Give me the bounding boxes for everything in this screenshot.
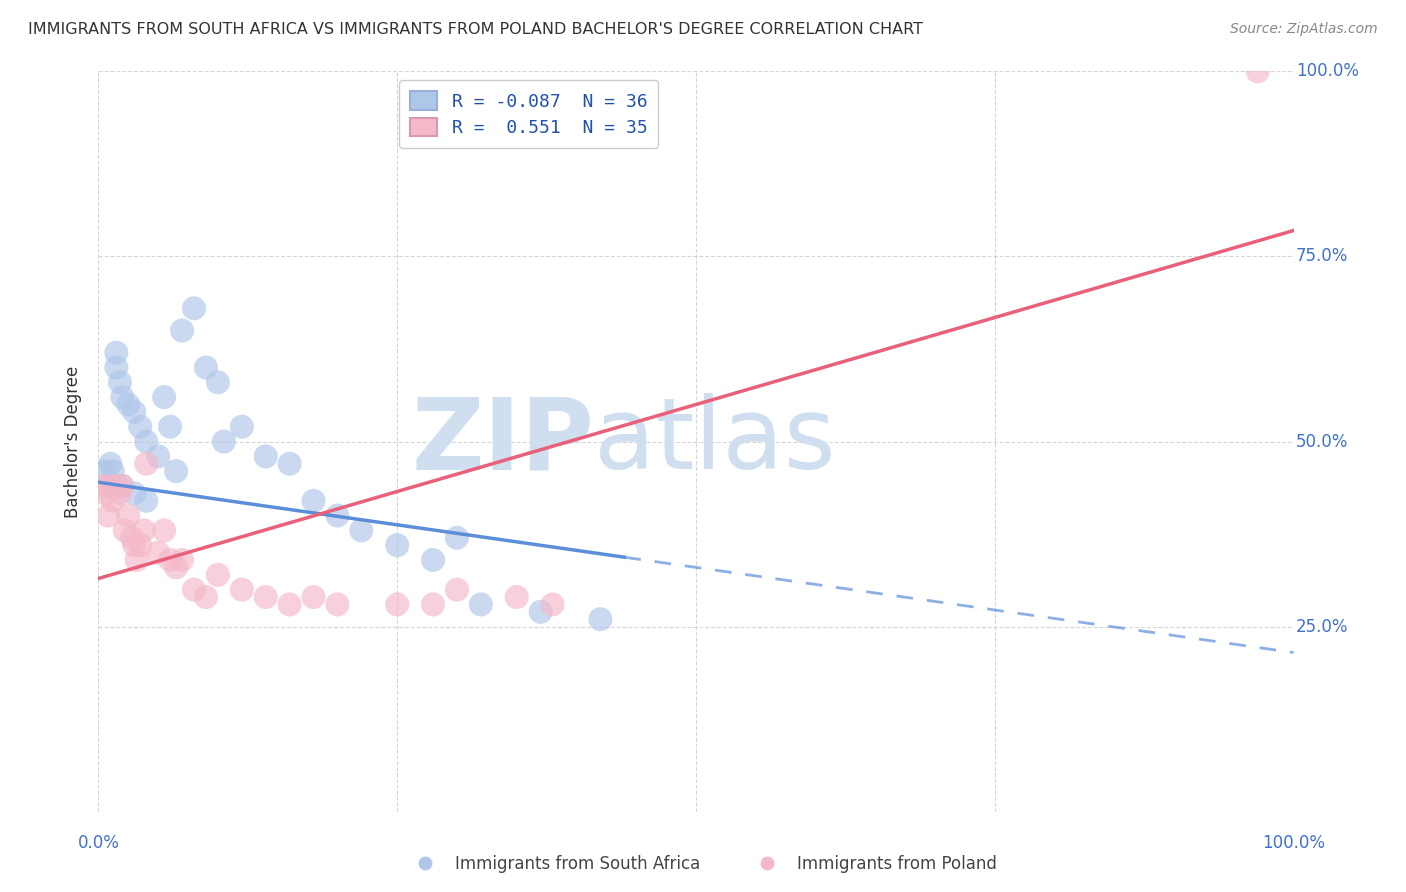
Point bbox=[135, 457, 157, 471]
Point bbox=[124, 538, 146, 552]
Text: 75.0%: 75.0% bbox=[1296, 247, 1348, 266]
Point bbox=[212, 434, 235, 449]
Text: 50.0%: 50.0% bbox=[1296, 433, 1348, 450]
Point bbox=[93, 464, 115, 478]
Point bbox=[111, 479, 134, 493]
Point bbox=[254, 590, 277, 604]
Point bbox=[117, 398, 139, 412]
Point bbox=[1247, 64, 1270, 78]
Point bbox=[541, 598, 564, 612]
Point bbox=[148, 450, 170, 464]
Point bbox=[94, 486, 117, 500]
Point bbox=[111, 390, 134, 404]
Point bbox=[111, 479, 134, 493]
Point bbox=[302, 493, 325, 508]
Point bbox=[132, 524, 155, 538]
Point bbox=[278, 598, 301, 612]
Point bbox=[159, 553, 181, 567]
Point bbox=[148, 546, 170, 560]
Text: 100.0%: 100.0% bbox=[1296, 62, 1360, 80]
Point bbox=[254, 450, 277, 464]
Point bbox=[385, 598, 409, 612]
Point bbox=[422, 598, 444, 612]
Point bbox=[121, 531, 143, 545]
Point bbox=[153, 524, 176, 538]
Point bbox=[97, 479, 120, 493]
Point bbox=[195, 590, 218, 604]
Point bbox=[470, 598, 492, 612]
Point bbox=[153, 390, 176, 404]
Point bbox=[278, 457, 301, 471]
Point bbox=[129, 538, 152, 552]
Point bbox=[207, 376, 229, 390]
Point bbox=[97, 508, 120, 523]
Point bbox=[101, 464, 124, 478]
Text: 25.0%: 25.0% bbox=[1296, 617, 1348, 636]
Point bbox=[124, 405, 146, 419]
Point bbox=[231, 582, 253, 597]
Point bbox=[125, 553, 148, 567]
Point bbox=[129, 419, 152, 434]
Point bbox=[135, 434, 157, 449]
Point bbox=[165, 560, 187, 574]
Point bbox=[195, 360, 218, 375]
Text: ZIP: ZIP bbox=[412, 393, 595, 490]
Text: atlas: atlas bbox=[595, 393, 837, 490]
Point bbox=[231, 419, 253, 434]
Point bbox=[446, 582, 468, 597]
Point bbox=[91, 479, 114, 493]
Point bbox=[302, 590, 325, 604]
Y-axis label: Bachelor's Degree: Bachelor's Degree bbox=[65, 366, 83, 517]
Point bbox=[114, 524, 136, 538]
Point bbox=[98, 479, 122, 493]
Point bbox=[124, 486, 146, 500]
Legend: Immigrants from South Africa, Immigrants from Poland: Immigrants from South Africa, Immigrants… bbox=[402, 848, 1004, 880]
Point bbox=[172, 324, 194, 338]
Point bbox=[105, 345, 128, 359]
Point bbox=[159, 419, 181, 434]
Point bbox=[506, 590, 529, 604]
Point bbox=[207, 567, 229, 582]
Point bbox=[101, 493, 124, 508]
Point bbox=[326, 598, 349, 612]
Point bbox=[183, 582, 205, 597]
Point bbox=[98, 457, 122, 471]
Point bbox=[105, 360, 128, 375]
Point bbox=[183, 301, 205, 316]
Point bbox=[172, 553, 194, 567]
Point bbox=[530, 605, 553, 619]
Point bbox=[326, 508, 349, 523]
Point bbox=[422, 553, 444, 567]
Point bbox=[385, 538, 409, 552]
Point bbox=[350, 524, 373, 538]
Point bbox=[446, 531, 468, 545]
Text: IMMIGRANTS FROM SOUTH AFRICA VS IMMIGRANTS FROM POLAND BACHELOR'S DEGREE CORRELA: IMMIGRANTS FROM SOUTH AFRICA VS IMMIGRAN… bbox=[28, 22, 924, 37]
Point bbox=[165, 464, 187, 478]
Point bbox=[105, 479, 128, 493]
Text: Source: ZipAtlas.com: Source: ZipAtlas.com bbox=[1230, 22, 1378, 37]
Point bbox=[589, 612, 612, 626]
Text: 100.0%: 100.0% bbox=[1263, 834, 1324, 852]
Point bbox=[108, 486, 131, 500]
Point bbox=[135, 493, 157, 508]
Text: 0.0%: 0.0% bbox=[77, 834, 120, 852]
Point bbox=[108, 376, 131, 390]
Legend: R = -0.087  N = 36, R =  0.551  N = 35: R = -0.087 N = 36, R = 0.551 N = 35 bbox=[399, 80, 658, 148]
Point bbox=[117, 508, 139, 523]
